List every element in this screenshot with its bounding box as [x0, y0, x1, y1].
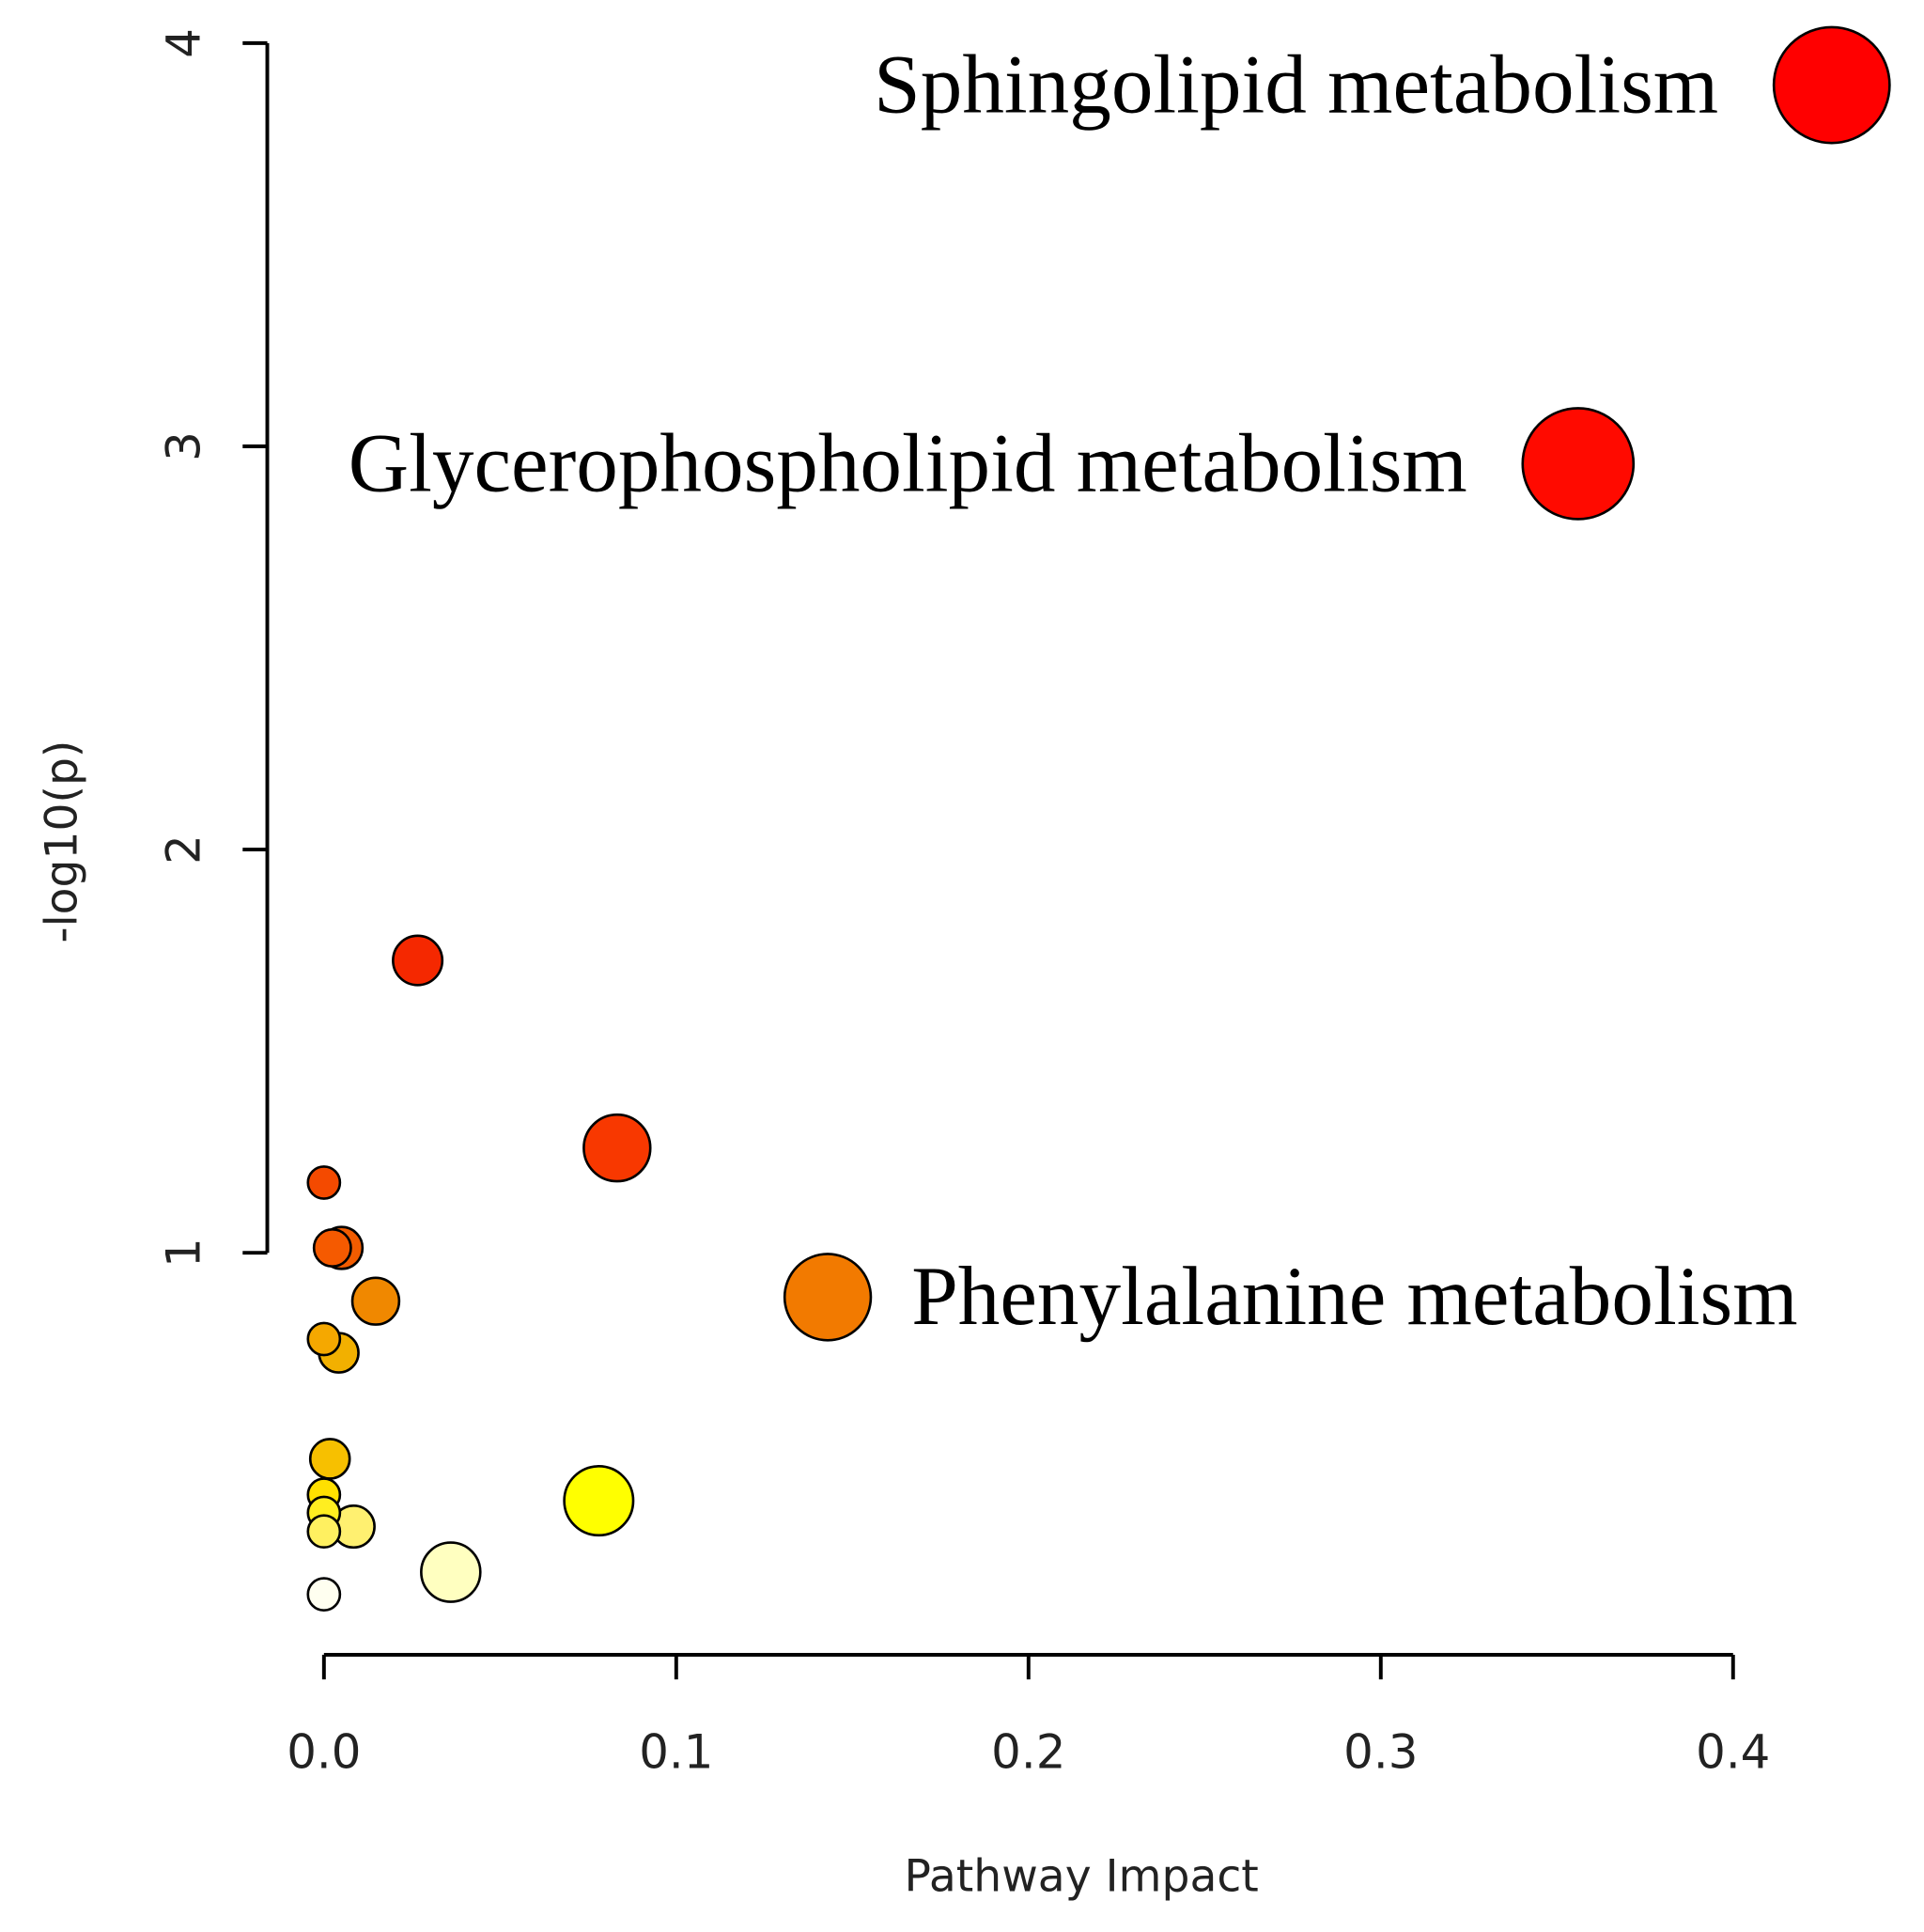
x-tick-label: 0.1	[639, 1725, 713, 1780]
x-axis-title: Pathway Impact	[905, 1851, 1259, 1903]
bubble	[1772, 25, 1891, 145]
x-tick-label: 0.3	[1343, 1725, 1418, 1780]
bubble	[306, 1165, 342, 1200]
point-label: Sphingolipid metabolism	[874, 39, 1718, 131]
bubble	[392, 934, 444, 987]
y-tick-label: 4	[156, 28, 210, 58]
point-label: Phenylalanine metabolism	[911, 1251, 1797, 1343]
bubble	[306, 1514, 342, 1550]
x-tick-label: 0.2	[991, 1725, 1065, 1780]
bubble	[306, 1321, 342, 1357]
bubble	[783, 1253, 873, 1342]
y-axis-title: -log10(p)	[36, 740, 87, 943]
x-tick-label: 0.0	[287, 1725, 361, 1780]
bubble	[306, 1577, 342, 1612]
y-tick-label: 3	[156, 431, 210, 461]
bubble	[420, 1541, 482, 1603]
bubble	[582, 1113, 652, 1183]
point-label: Glycerophospholipid metabolism	[349, 417, 1467, 509]
y-tick-label: 2	[156, 834, 210, 865]
bubble	[308, 1438, 351, 1480]
bubble	[563, 1465, 635, 1537]
x-tick-label: 0.4	[1696, 1725, 1770, 1780]
y-tick-label: 1	[156, 1238, 210, 1268]
bubble	[350, 1276, 401, 1326]
bubble	[312, 1228, 352, 1269]
bubble	[1521, 407, 1636, 521]
